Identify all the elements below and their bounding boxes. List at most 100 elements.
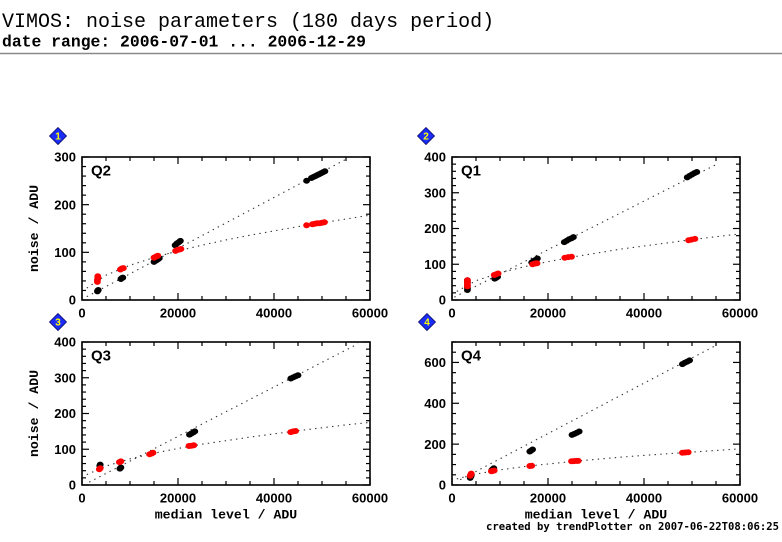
x-tick-label: 40000 [256,306,292,321]
y-tick-label: 200 [54,406,76,421]
y-tick-label: 0 [439,478,446,493]
plot-area [86,157,370,298]
y-tick-label: 100 [54,245,76,260]
y-tick-label: 300 [54,150,76,165]
quadrant-label: Q3 [91,348,111,365]
x-tick-label: 0 [448,306,455,321]
black-data-point [570,234,577,241]
red-series [464,235,699,290]
black-data-point [119,274,127,281]
date-range-subtitle: date range: 2006-07-01 ... 2006-12-29 [2,33,366,52]
black-data-point [177,237,184,244]
red-data-point [494,270,502,277]
red-data-point [691,235,699,242]
red-fit-line [86,214,370,289]
y-tick-label: 300 [424,185,446,200]
x-tick-label: 0 [78,491,85,506]
red-data-point [490,467,498,474]
black-data-point [575,428,583,435]
y-tick-label: 200 [54,197,76,212]
red-data-point [292,428,299,434]
black-data-point [693,169,701,175]
red-data-point [528,462,536,469]
red-fit-line [456,233,740,292]
axis-ticks [451,156,741,301]
panel-number-diamond-icon: 2 [416,126,436,146]
plot-panel-1: 0 20000 40000 60000 0 100 200 300 Q2 noise / ADU 1 [27,126,388,321]
red-series [466,449,692,479]
y-tick-label: 100 [424,257,446,272]
red-data-point [574,457,582,464]
panel-number: 1 [55,132,61,143]
red-data-point [96,465,104,472]
x-axis-title: median level / ADU [155,508,298,523]
plot-frame [451,341,741,486]
y-tick-label: 400 [424,396,446,411]
y-tick-label: 600 [424,355,446,370]
red-data-point [119,265,127,272]
panel-number: 2 [423,132,429,143]
page-title: VIMOS: noise parameters (180 days period… [2,11,494,34]
black-data-point [529,446,536,453]
black-data-point [534,255,541,262]
black-data-point [94,287,102,293]
black-data-point [191,428,199,435]
panel-number-diamond-icon: 3 [48,312,68,332]
axis-ticks [451,341,741,486]
panel-number-diamond-icon: 4 [417,312,437,332]
red-fit-line [86,421,370,476]
black-fit-line [88,343,359,483]
red-data-point [154,252,162,259]
y-tick-label: 0 [69,293,76,308]
red-data-point [568,253,575,260]
y-axis-title: noise / ADU [27,185,42,272]
diamond-shape [48,126,68,146]
red-data-point [149,449,157,456]
diamond-shape [417,312,437,332]
panel-number: 4 [424,318,430,329]
red-series [95,428,299,473]
black-series [94,168,329,295]
x-tick-label: 20000 [160,491,196,506]
panel-number-diamond-icon: 1 [48,126,68,146]
black-data-point [303,177,310,184]
red-data-point [303,222,310,229]
red-data-point [94,273,102,280]
x-tick-label: 60000 [352,491,388,506]
x-tick-label: 60000 [352,306,388,321]
creation-credit: created by trendPlotter on 2007-06-22T08… [486,521,779,533]
y-tick-label: 100 [54,442,76,457]
axis-ticks [81,341,371,486]
y-tick-label: 200 [424,221,446,236]
red-data-point [464,277,471,284]
y-tick-label: 400 [424,150,446,165]
red-data-point [177,246,185,252]
panel-number: 3 [55,318,61,329]
y-tick-label: 0 [439,293,446,308]
plot-panel-4: 0 20000 40000 60000 0 200 400 600 Q4 median level… [417,312,758,523]
plot-panel-3: 0 20000 40000 60000 0 100 200 300 400 Q3 median le… [27,312,388,523]
red-data-point [117,458,125,465]
plot-area [456,344,740,481]
x-tick-label: 20000 [530,306,566,321]
black-data-point [321,168,329,175]
x-tick-label: 0 [78,306,85,321]
y-axis-title: noise / ADU [27,370,42,457]
diamond-shape [416,126,436,146]
x-tick-label: 40000 [626,306,662,321]
y-tick-label: 400 [54,335,76,350]
y-tick-label: 300 [54,370,76,385]
red-data-point [467,470,475,477]
red-fit-line [456,448,740,480]
black-data-point [686,357,693,364]
red-data-point [190,442,198,449]
red-data-point [321,219,328,226]
x-tick-label: 60000 [722,306,758,321]
quadrant-label: Q2 [91,163,111,180]
axis-ticks [81,156,371,301]
x-tick-label: 40000 [256,491,292,506]
x-tick-label: 20000 [160,306,196,321]
